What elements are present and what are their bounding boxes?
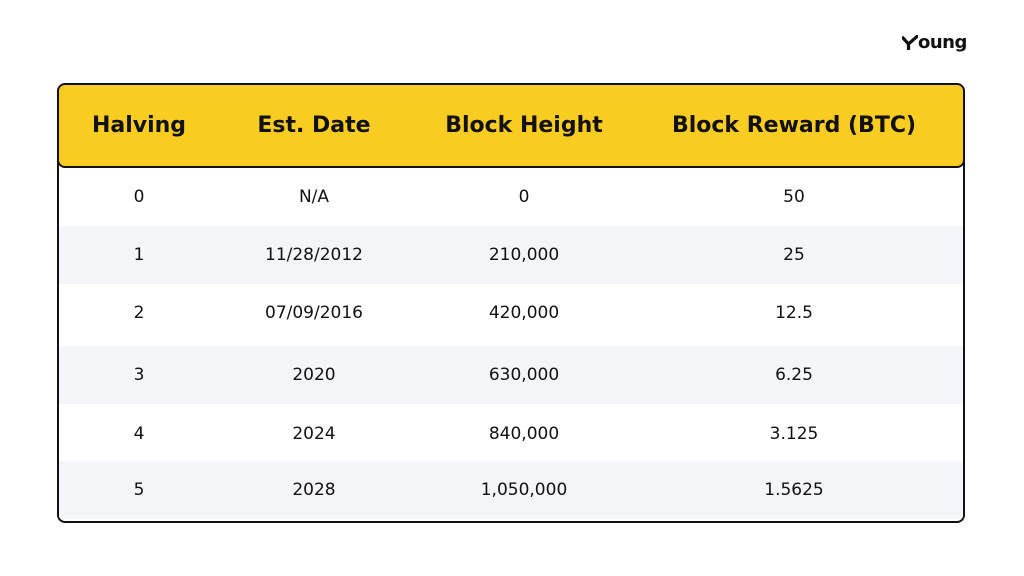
cell-halving: 2 [133,303,145,323]
cell-halving: 3 [133,365,145,385]
header-block-reward: Block Reward (BTC) [671,113,917,138]
cell-est-date: N/A [298,187,330,207]
table-row: 4 2024 840,000 3.125 [59,405,963,463]
header-est-date: Est. Date [257,113,371,138]
cell-halving: 5 [133,480,145,500]
table-row: 3 2020 630,000 6.25 [59,346,963,404]
cell-block-reward: 1.5625 [764,480,824,500]
cell-block-height: 0 [518,187,530,207]
cell-est-date: 07/09/2016 [265,303,363,323]
checkmark-y-icon [902,35,918,50]
table-row: 0 N/A 0 50 [59,168,963,226]
table-row: 2 07/09/2016 420,000 12.5 [59,284,963,342]
cell-block-reward: 6.25 [775,365,813,385]
header-block-height: Block Height [445,113,603,138]
halving-table: Halving Est. Date Block Height Block Rew… [57,83,965,523]
cell-block-height: 420,000 [488,303,560,323]
table-row: 1 11/28/2012 210,000 25 [59,226,963,284]
cell-block-reward: 12.5 [775,303,813,323]
cell-halving: 0 [133,187,145,207]
cell-block-reward: 3.125 [769,424,819,444]
cell-block-reward: 25 [783,245,805,265]
cell-halving: 1 [133,245,145,265]
cell-est-date: 2028 [292,480,336,500]
header-halving: Halving [91,113,187,138]
table-row: 5 2028 1,050,000 1.5625 [59,461,963,519]
cell-block-height: 630,000 [488,365,560,385]
cell-block-height: 210,000 [488,245,560,265]
cell-est-date: 2024 [292,424,336,444]
cell-block-reward: 50 [783,187,805,207]
cell-est-date: 2020 [292,365,336,385]
cell-block-height: 1,050,000 [480,480,568,500]
cell-est-date: 11/28/2012 [265,245,363,265]
table-header-row: Halving Est. Date Block Height Block Rew… [59,85,963,168]
cell-block-height: 840,000 [488,424,560,444]
brand-logo: oung [902,30,967,56]
cell-halving: 4 [133,424,145,444]
logo-text: oung [918,32,967,53]
